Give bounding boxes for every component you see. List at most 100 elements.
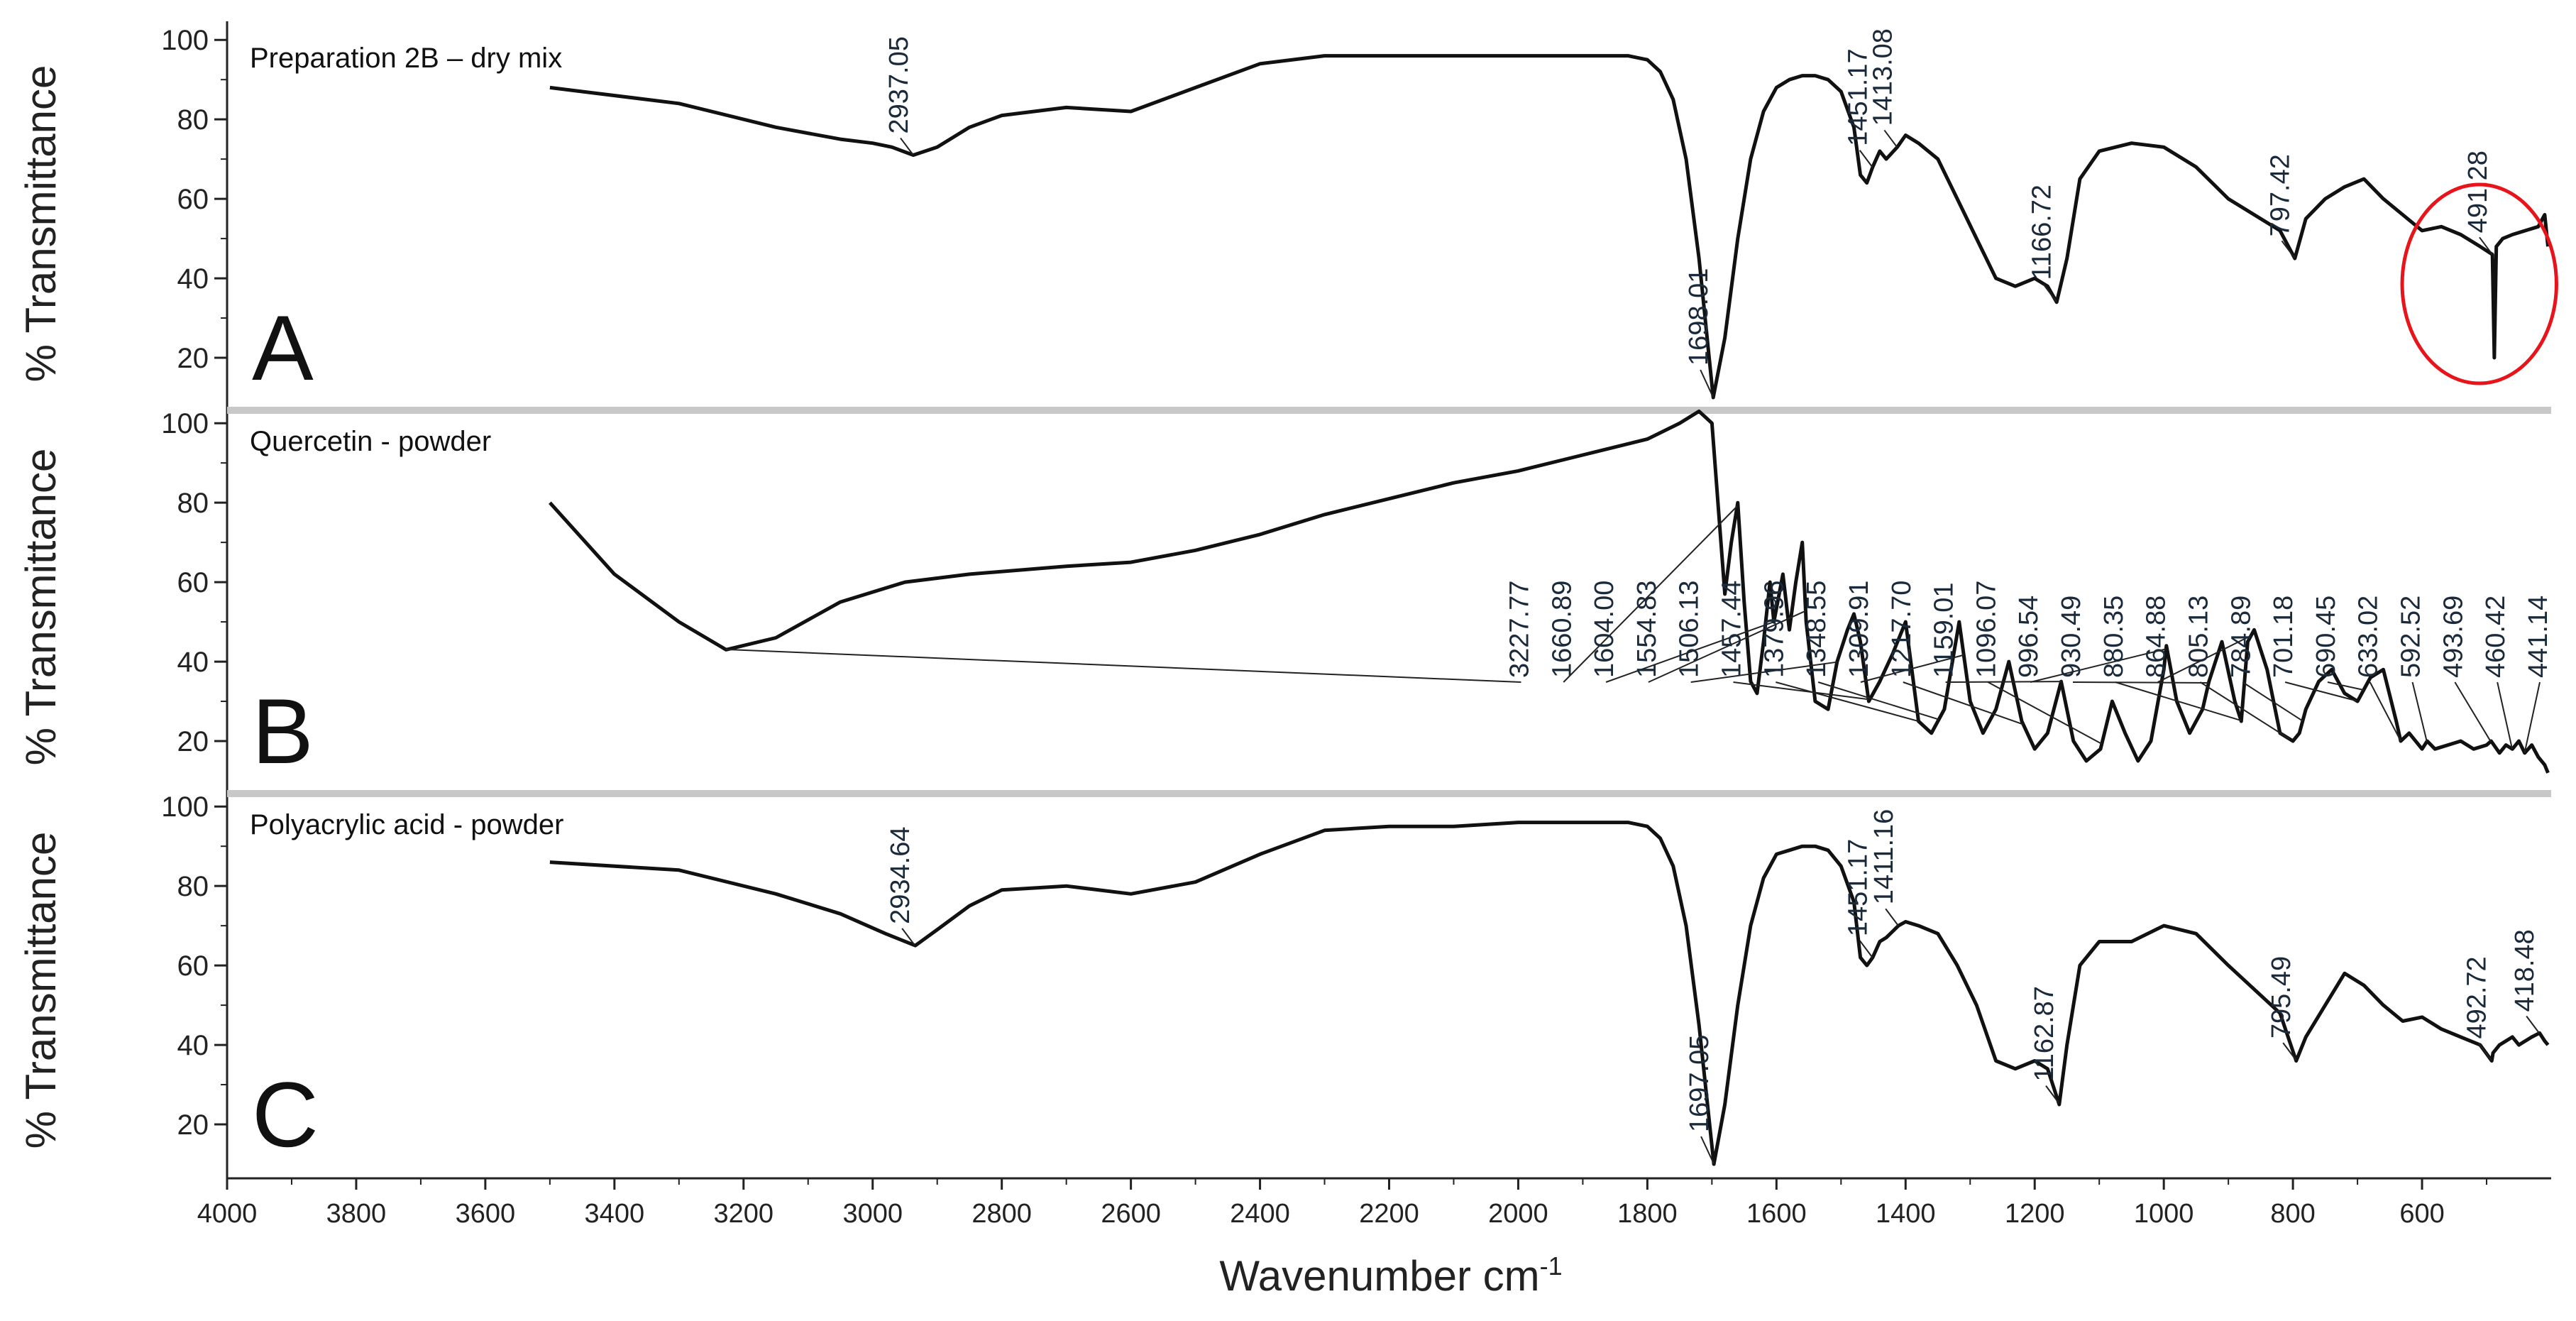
x-tick-label: 2200: [1359, 1199, 1419, 1229]
spectrum-line: [549, 821, 2550, 1166]
annotation-label: 996.54: [2014, 596, 2044, 678]
annotation-leader: [1776, 681, 1919, 723]
annotation-leader: [1733, 681, 1869, 701]
annotation-label: 1697.05: [1685, 1035, 1714, 1132]
annotation-label: 460.42: [2481, 596, 2511, 678]
x-tick-label: 1600: [1746, 1199, 1807, 1229]
annotation-leader: [901, 928, 915, 946]
annotation-label: 2937.05: [884, 36, 914, 133]
annotation-leader: [2242, 681, 2303, 722]
spectrum-line: [549, 409, 2550, 774]
annotation-label: 592.52: [2396, 596, 2426, 678]
annotation-leader: [2523, 681, 2541, 753]
annotation-leader: [1605, 621, 1775, 683]
annotation-leader: [2479, 236, 2493, 255]
x-tick-label: 2400: [1230, 1199, 1290, 1229]
annotation-leader: [2030, 648, 2167, 683]
panel-letter: B: [252, 679, 314, 783]
annotation-label: 701.18: [2269, 596, 2299, 678]
panel-B: % Transmittance 20 40 60 80 100 Quercetin - po…: [17, 408, 2553, 797]
annotation-leader: [2497, 681, 2514, 750]
annotation-label: 3227.77: [1504, 581, 1534, 678]
annotation-label: 1159.01: [1930, 582, 1959, 678]
annotation-leader: [2115, 681, 2242, 722]
annotation-label: 1451.17: [1844, 839, 1873, 936]
annotation-leader: [1903, 681, 2024, 725]
annotation-leader: [1859, 940, 1873, 958]
panel-title: Quercetin - powder: [250, 426, 491, 457]
panel-A: % Transmittance 20 40 60 80 100 Preparation 2B…: [17, 25, 2558, 414]
y-axis-label: % Transmittance: [17, 65, 65, 383]
annotation-label: 633.02: [2354, 596, 2384, 678]
annotation-label: 441.14: [2523, 596, 2553, 678]
annotation-leader: [2284, 681, 2357, 702]
annotation-label: 493.69: [2438, 596, 2468, 678]
annotation-label: 491.28: [2463, 150, 2493, 233]
annotation-label: 1217.70: [1887, 581, 1917, 678]
annotation-leader: [1883, 129, 1898, 148]
spectrum-line: [549, 54, 2550, 400]
annotation-leader: [2199, 681, 2290, 740]
x-tick-label: 2000: [1488, 1199, 1548, 1229]
y-tick-label: 40: [177, 263, 209, 295]
y-tick-label: 60: [177, 567, 209, 598]
y-tick-label: 100: [161, 408, 209, 439]
annotation-leader: [2282, 1042, 2297, 1060]
x-tick-label: 3600: [456, 1199, 516, 1229]
annotation-leader: [2157, 635, 2252, 683]
annotation-label: 1413.08: [1868, 28, 1898, 126]
panel-separator: [227, 407, 2551, 414]
annotation-label: 1506.13: [1675, 581, 1705, 678]
annotation-leader: [2411, 681, 2428, 742]
y-tick-label: 60: [177, 184, 209, 215]
annotation-label: 1348.55: [1802, 581, 1832, 678]
y-tick-label: 80: [177, 104, 209, 136]
x-tick-label: 800: [2270, 1199, 2315, 1229]
annotation-leader: [1563, 505, 1738, 683]
annotation-leader: [2454, 681, 2492, 742]
annotation-leader: [1885, 908, 1899, 926]
annotation-label: 1166.72: [2027, 185, 2057, 280]
annotation-label: 690.45: [2311, 596, 2341, 678]
x-tick-label: 1400: [1876, 1199, 1936, 1229]
panel-title: Polyacrylic acid - powder: [250, 809, 563, 840]
y-tick-label: 60: [177, 950, 209, 982]
annotation-label: 1379.96: [1759, 581, 1789, 678]
x-axis-label: Wavenumber cm-1: [1219, 1251, 1562, 1300]
annotation-leader: [1859, 150, 1873, 168]
annotation-label: 805.13: [2184, 596, 2213, 678]
annotation-leader: [1987, 681, 2103, 745]
y-tick-label: 20: [177, 343, 209, 374]
x-tick-label: 3000: [842, 1199, 903, 1229]
annotation-leader: [1945, 681, 2062, 683]
annotation-leader: [900, 137, 914, 156]
x-tick-label: 3400: [585, 1199, 645, 1229]
annotation-leader: [2526, 1015, 2540, 1034]
x-tick-label: 2600: [1101, 1199, 1161, 1229]
annotation-leader: [2327, 681, 2364, 691]
annotation-leader: [1700, 1136, 1714, 1164]
annotation-leader: [2281, 240, 2296, 258]
y-axis-label: % Transmittance: [17, 832, 65, 1149]
x-tick-label: 2800: [971, 1199, 1032, 1229]
annotation-label: 1604.00: [1590, 581, 1619, 678]
annotation-label: 1309.91: [1844, 581, 1874, 678]
annotation-label: 880.35: [2099, 596, 2129, 678]
y-tick-label: 100: [161, 25, 209, 56]
y-tick-label: 80: [177, 488, 209, 519]
y-tick-label: 100: [161, 791, 209, 823]
x-tick-label: 1200: [2005, 1199, 2065, 1229]
highlight-circle: [2400, 182, 2558, 385]
x-tick-label: 3200: [714, 1199, 774, 1229]
annotation-label: 492.72: [2462, 956, 2492, 1038]
annotation-label: 1411.16: [1869, 809, 1899, 905]
annotation-label: 418.48: [2510, 929, 2540, 1012]
annotation-leader: [725, 648, 1521, 683]
annotation-label: 2934.64: [886, 827, 915, 924]
x-tick-label: 1000: [2134, 1199, 2194, 1229]
annotation-label: 795.49: [2267, 956, 2296, 1038]
y-tick-label: 40: [177, 647, 209, 678]
annotation-label: 1660.89: [1547, 581, 1577, 678]
annotation-leader: [1648, 610, 1806, 683]
